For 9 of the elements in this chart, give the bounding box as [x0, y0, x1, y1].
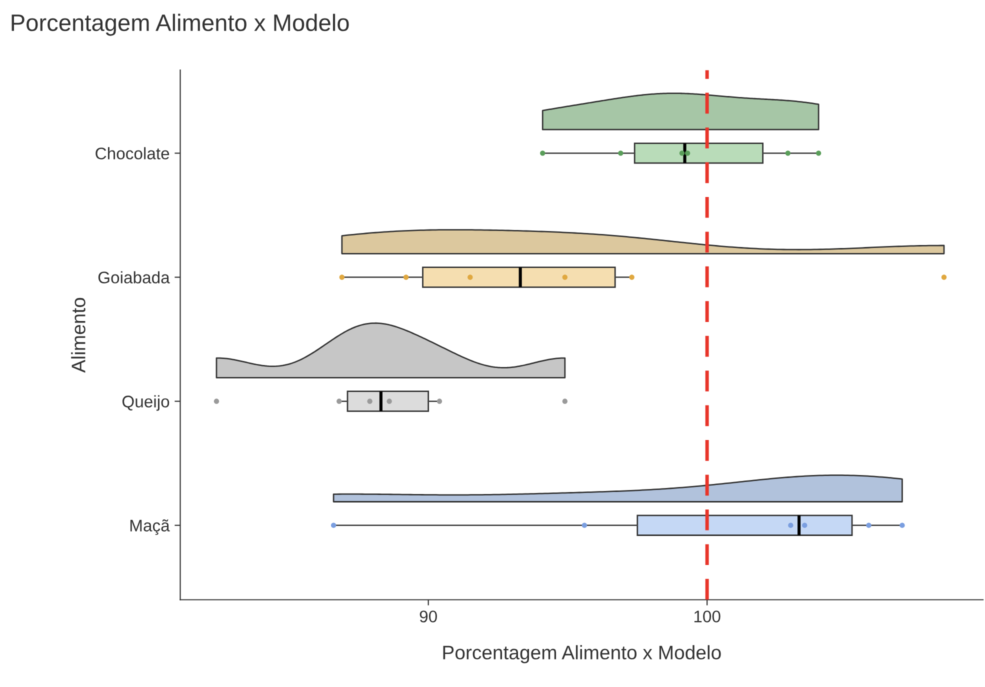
x-axis-title: Porcentagem Alimento x Modelo [443, 645, 721, 664]
y-tick-label: Goiabada [98, 271, 170, 284]
chart-title: Porcentagem Alimento x Modelo [12, 14, 349, 36]
y-tick-label: Queijo [122, 395, 170, 411]
y-tick-label: Chocolate [96, 147, 170, 160]
x-tick-label: 100 [694, 610, 720, 622]
y-axis-title: Alimento [71, 298, 86, 373]
y-tick-label: Maçã [130, 519, 170, 535]
x-tick-label: 90 [420, 610, 437, 622]
